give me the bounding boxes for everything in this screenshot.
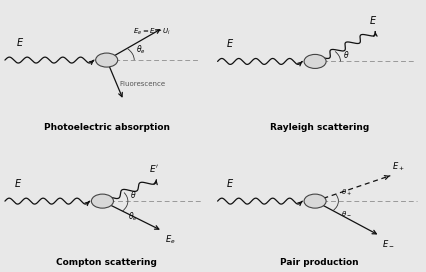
Text: $\theta_+$: $\theta_+$: [340, 188, 351, 199]
Text: Fluorescence: Fluorescence: [119, 81, 166, 87]
Circle shape: [96, 53, 118, 67]
Text: $\theta_-$: $\theta_-$: [340, 209, 351, 217]
Text: $E$: $E$: [369, 14, 377, 26]
Text: $E_e$: $E_e$: [165, 234, 176, 246]
Text: $E$: $E$: [14, 177, 22, 189]
Text: $\theta_e$: $\theta_e$: [136, 44, 146, 56]
Text: $E$: $E$: [226, 37, 234, 49]
Text: $E_+$: $E_+$: [392, 160, 405, 173]
Text: $E_e = E - U_i$: $E_e = E - U_i$: [132, 27, 170, 37]
Text: $E'$: $E'$: [149, 163, 159, 174]
Text: $\theta_e$: $\theta_e$: [128, 211, 138, 223]
Text: Pair production: Pair production: [280, 258, 359, 267]
Text: $E$: $E$: [16, 36, 24, 48]
Circle shape: [92, 194, 113, 208]
Text: $E_-$: $E_-$: [382, 239, 395, 248]
Text: Photoelectric absorption: Photoelectric absorption: [44, 123, 170, 132]
Circle shape: [304, 194, 326, 208]
Text: $\theta$: $\theta$: [343, 49, 349, 60]
Text: $E$: $E$: [226, 177, 234, 189]
Text: $\theta$: $\theta$: [130, 189, 136, 200]
Text: Rayleigh scattering: Rayleigh scattering: [270, 123, 369, 132]
Text: Compton scattering: Compton scattering: [56, 258, 157, 267]
Circle shape: [304, 54, 326, 69]
